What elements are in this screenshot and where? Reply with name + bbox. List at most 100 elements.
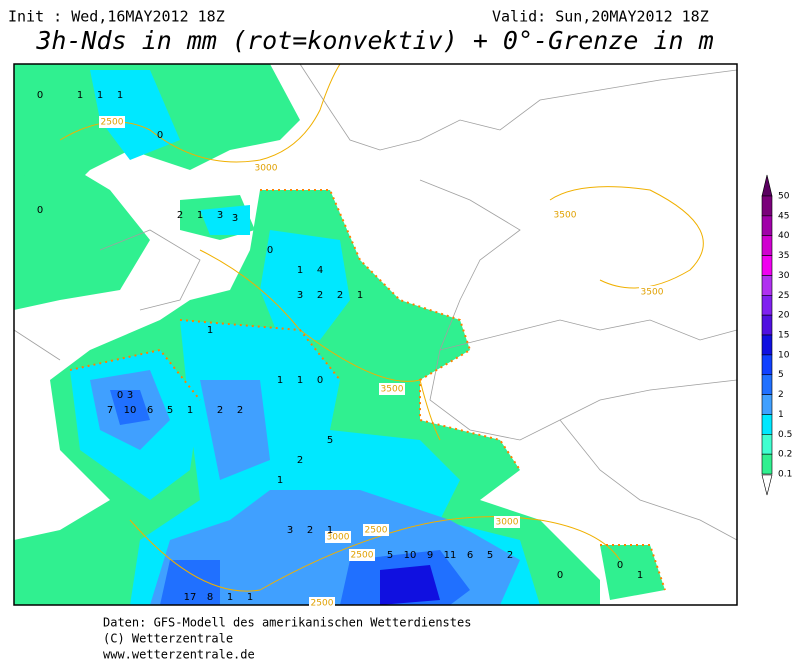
precip-value: 1 (97, 90, 103, 101)
contour-label-bg (379, 383, 405, 395)
legend-label: 1 (778, 410, 784, 420)
precip-value: 5 (387, 550, 393, 561)
legend-top-arrow (761, 174, 773, 197)
contour-label: 3500 (641, 288, 664, 298)
legend-label: 50 (778, 192, 790, 202)
precip-area (14, 64, 300, 300)
contour-label-bg (639, 286, 665, 298)
precip-value: 4 (317, 265, 323, 276)
precip-value: 1 (277, 375, 283, 386)
precip-value: 0 (557, 570, 563, 581)
legend-label: 0.5 (778, 430, 792, 440)
precip-value: 3 (287, 525, 293, 536)
legend-label: 20 (778, 311, 790, 321)
legend-swatch (761, 394, 773, 415)
contour-label: 3000 (255, 164, 278, 174)
legend-swatch (761, 453, 773, 475)
precip-value: 0 (617, 560, 623, 571)
precip-value: 1 (297, 265, 303, 276)
legend: 50 45 40 35 30 25 20 15 10 5 2 1 0.5 0.2 0.1 (761, 174, 792, 480)
precip-value: 7 (107, 405, 113, 416)
legend-swatch (761, 374, 773, 395)
precip-value: 0 (37, 90, 43, 101)
contour-label: 3500 (554, 211, 577, 221)
contour-label: 2500 (351, 551, 374, 561)
coastlines (13, 63, 738, 541)
precip-value: 0 (117, 390, 123, 401)
precip-value: 1 (637, 570, 643, 581)
precip-value: 1 (207, 325, 213, 336)
legend-label: 5 (778, 370, 784, 380)
precip-value: 10 (124, 405, 137, 416)
precip-value: 2 (337, 290, 343, 301)
contour-label: 3000 (327, 533, 350, 543)
precip-value: 2 (307, 525, 313, 536)
legend-swatch (761, 294, 773, 316)
footer-line: www.wetterzentrale.de (103, 648, 255, 662)
precip-value: 11 (444, 550, 457, 561)
legend-swatch (761, 334, 773, 356)
contour-label: 3500 (381, 385, 404, 395)
precip-area (380, 565, 440, 605)
precip-value: 0 (267, 245, 273, 256)
precip-value: 9 (427, 550, 433, 561)
legend-label: 2 (778, 390, 784, 400)
contour-label-bg (494, 516, 520, 528)
precip-value: 1 (197, 210, 203, 221)
legend-swatch (761, 255, 773, 276)
precip-value: 1 (247, 592, 253, 603)
init-time: Init : Wed,16MAY2012 18Z (8, 8, 225, 26)
legend-label: 15 (778, 331, 789, 341)
precip-value: 5 (327, 435, 333, 446)
precip-value: 0 (37, 205, 43, 216)
precip-value: 5 (167, 405, 173, 416)
contour-label: 2500 (365, 526, 388, 536)
legend-label: 10 (778, 350, 790, 360)
legend-bottom-arrow (761, 474, 773, 496)
precip-value: 6 (147, 405, 153, 416)
map-area (13, 63, 738, 606)
precip-value: 6 (467, 550, 473, 561)
legend-swatch (761, 275, 773, 296)
precip-value: 0 (157, 130, 163, 141)
precip-value: 1 (77, 90, 83, 101)
precip-value: 2 (177, 210, 183, 221)
precip-area (90, 370, 520, 605)
legend-swatch (761, 195, 773, 217)
precip-value: 3 (232, 213, 238, 224)
legend-label: 25 (778, 291, 789, 301)
legend-swatch (761, 235, 773, 256)
precip-value: 1 (327, 525, 333, 536)
precip-value: 2 (217, 405, 223, 416)
precip-value: 1 (277, 475, 283, 486)
precip-value: 2 (507, 550, 513, 561)
precip-value: 1 (187, 405, 193, 416)
legend-swatch (761, 354, 773, 376)
precip-value: 8 (207, 592, 213, 603)
legend-swatch (761, 314, 773, 336)
precip-value: 10 (404, 550, 417, 561)
contour-label-bg (99, 116, 125, 128)
contour-label-bg (363, 524, 389, 536)
legend-label: 45 (778, 211, 789, 221)
contour-label-bg (309, 597, 335, 609)
precip-value: 17 (184, 592, 197, 603)
precip-value: 2 (317, 290, 323, 301)
contour-label: 3000 (496, 518, 519, 528)
legend-label: 30 (778, 271, 790, 281)
legend-label: 35 (778, 251, 789, 261)
precip-value: 3 (127, 390, 133, 401)
precip-area (600, 545, 665, 600)
legend-label: 40 (778, 231, 790, 241)
map-frame (13, 63, 738, 606)
precip-value: 5 (487, 550, 493, 561)
footer-line: Daten: GFS-Modell des amerikanischen Wet… (103, 616, 471, 630)
precip-value: 1 (297, 375, 303, 386)
precip-value: 1 (357, 290, 363, 301)
precip-value: 3 (217, 210, 223, 221)
precip-value: 2 (237, 405, 243, 416)
contour-label: 2500 (101, 118, 124, 128)
precip-value: 1 (117, 90, 123, 101)
